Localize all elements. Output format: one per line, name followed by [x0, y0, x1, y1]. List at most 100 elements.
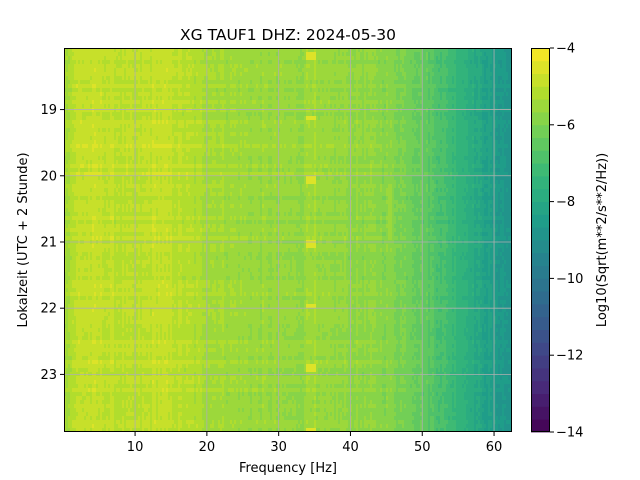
heatmap-cell — [412, 288, 415, 293]
heatmap-cell — [336, 156, 339, 161]
heatmap-cell — [384, 104, 387, 109]
heatmap-cell — [152, 84, 155, 89]
heatmap-cell — [124, 288, 127, 293]
heatmap-cell — [126, 192, 133, 197]
heatmap-cell — [100, 284, 103, 289]
heatmap-cell — [422, 100, 435, 105]
heatmap-cell — [456, 224, 469, 229]
heatmap-cell — [338, 232, 343, 237]
heatmap-cell — [350, 208, 353, 213]
heatmap-cell — [306, 52, 317, 57]
heatmap-cell — [452, 80, 455, 85]
heatmap-cell — [468, 300, 475, 305]
heatmap-cell — [504, 124, 507, 129]
heatmap-cell — [240, 132, 243, 137]
heatmap-cell — [194, 164, 197, 169]
heatmap-cell — [426, 148, 429, 153]
heatmap-cell — [414, 288, 417, 293]
heatmap-cell — [98, 128, 101, 133]
heatmap-cell — [84, 256, 87, 261]
heatmap-cell — [182, 76, 189, 81]
heatmap-cell — [338, 52, 341, 57]
heatmap-cell — [208, 148, 211, 153]
heatmap-cell — [118, 52, 123, 57]
heatmap-cell — [124, 116, 131, 121]
heatmap-cell — [506, 60, 512, 65]
heatmap-cell — [304, 80, 311, 85]
heatmap-cell — [344, 116, 349, 121]
heatmap-cell — [456, 236, 459, 241]
heatmap-cell — [64, 68, 67, 73]
heatmap-cell — [400, 260, 403, 265]
heatmap-cell — [124, 68, 127, 73]
heatmap-cell — [236, 132, 241, 137]
heatmap-cell — [104, 68, 107, 73]
heatmap-cell — [504, 280, 507, 285]
heatmap-cell — [482, 168, 489, 173]
heatmap-cell — [334, 200, 337, 205]
heatmap-cell — [498, 124, 501, 129]
heatmap-cell — [68, 308, 75, 313]
heatmap-cell — [490, 68, 507, 73]
heatmap-cell — [178, 228, 183, 233]
heatmap-cell — [400, 48, 407, 53]
heatmap-cell — [446, 232, 457, 237]
heatmap-cell — [86, 116, 103, 121]
heatmap-cell — [142, 124, 173, 129]
heatmap-cell — [392, 184, 397, 189]
heatmap-cell — [392, 172, 407, 177]
heatmap-cell — [286, 212, 289, 217]
heatmap-cell — [140, 148, 143, 153]
heatmap-cell — [88, 96, 103, 101]
heatmap-cell — [506, 260, 512, 265]
heatmap-cell — [146, 272, 149, 277]
heatmap-cell — [340, 48, 349, 53]
heatmap-cell — [464, 208, 475, 213]
heatmap-cell — [222, 212, 225, 217]
heatmap-cell — [404, 76, 407, 81]
heatmap-cell — [340, 128, 343, 133]
heatmap-cell — [270, 264, 273, 269]
heatmap-cell — [348, 236, 351, 241]
heatmap-cell — [126, 272, 135, 277]
heatmap-cell — [446, 236, 453, 241]
heatmap-cell — [108, 248, 111, 253]
heatmap-cell — [406, 256, 413, 261]
heatmap-cell — [244, 68, 249, 73]
heatmap-cell — [300, 228, 303, 233]
heatmap-cell — [286, 172, 295, 177]
heatmap-cell — [482, 232, 489, 237]
heatmap-cell — [156, 120, 159, 125]
heatmap-cell — [474, 280, 477, 285]
heatmap-cell — [252, 236, 255, 241]
heatmap-cell — [298, 64, 301, 69]
heatmap-cell — [492, 52, 507, 57]
heatmap-cell — [318, 116, 321, 121]
heatmap-cell — [148, 272, 153, 277]
heatmap-cell — [464, 156, 475, 161]
heatmap-cell — [66, 52, 69, 57]
heatmap-cell — [382, 272, 385, 277]
heatmap-cell — [284, 116, 287, 121]
heatmap-cell — [194, 96, 197, 101]
heatmap-cell — [366, 248, 371, 253]
heatmap-cell — [272, 104, 289, 109]
heatmap-cell — [216, 72, 221, 77]
heatmap-cell — [488, 96, 491, 101]
heatmap-cell — [216, 280, 219, 285]
heatmap-cell — [224, 212, 249, 217]
heatmap-cell — [386, 288, 389, 293]
heatmap-cell — [72, 284, 95, 289]
heatmap-cell — [382, 252, 385, 257]
heatmap-cell — [196, 168, 203, 173]
heatmap-cell — [178, 188, 181, 193]
heatmap-cell — [272, 224, 297, 229]
heatmap-cell — [202, 112, 227, 117]
heatmap-cell — [306, 244, 317, 249]
heatmap-cell — [486, 52, 493, 57]
heatmap-cell — [106, 76, 111, 81]
heatmap-cell — [268, 160, 273, 165]
heatmap-cell — [264, 236, 267, 241]
heatmap-cell — [482, 72, 485, 77]
heatmap-cell — [402, 216, 419, 221]
